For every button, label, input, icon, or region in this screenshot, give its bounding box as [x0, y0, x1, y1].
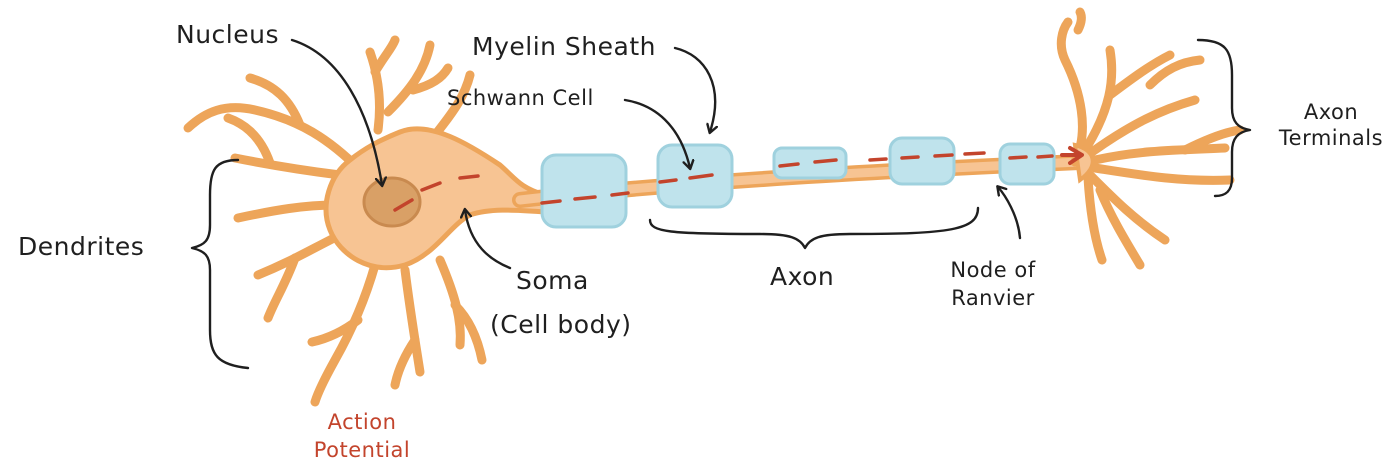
pointer-arrows — [290, 38, 1022, 270]
action-potential-line1: Action — [327, 410, 397, 434]
soma-shape — [323, 126, 548, 271]
action-potential-label: Action Potential — [292, 410, 432, 462]
node-of-ranvier-line1: Node of — [950, 258, 1036, 282]
myelin-pointer — [673, 46, 715, 132]
action-potential-line2: Potential — [313, 438, 411, 462]
schwann-cell-label: Schwann Cell — [447, 86, 594, 110]
nucleus-label: Nucleus — [176, 20, 279, 49]
schwann-cell-3 — [772, 146, 848, 180]
dendrites — [183, 35, 487, 407]
schwann-pointer — [623, 98, 690, 168]
signal-arrowhead — [1060, 146, 1084, 165]
axon-terminals-line1: Axon — [1303, 100, 1359, 124]
node-of-ranvier-line2: Ranvier — [951, 286, 1035, 310]
dendrites-brace — [190, 158, 250, 370]
axon-label: Axon — [770, 262, 835, 291]
nucleus-pointer — [290, 38, 382, 185]
schwann-cell-1 — [540, 153, 628, 229]
schwann-cell-4 — [888, 136, 956, 186]
cell-body-label: (Cell body) — [490, 310, 632, 339]
myelin-sheath-label: Myelin Sheath — [472, 32, 656, 61]
nucleus-shape — [362, 176, 422, 228]
soma-label: Soma — [516, 266, 589, 295]
braces — [190, 38, 1252, 370]
axon-terminals-line2: Terminals — [1278, 126, 1384, 150]
soma-pointer — [465, 210, 512, 270]
myelin-sheath-segments — [540, 136, 1056, 229]
action-potential-signal — [393, 151, 1054, 212]
schwann-cell-5 — [998, 142, 1056, 186]
axon-brace — [648, 206, 980, 250]
axon-terminals-label: Axon Terminals — [1272, 100, 1390, 150]
node-pointer — [998, 187, 1022, 240]
axon-terminals — [1056, 7, 1245, 270]
terminals-brace — [1196, 38, 1252, 198]
dendrites-label: Dendrites — [18, 232, 145, 261]
node-of-ranvier-label: Node of Ranvier — [928, 258, 1058, 310]
